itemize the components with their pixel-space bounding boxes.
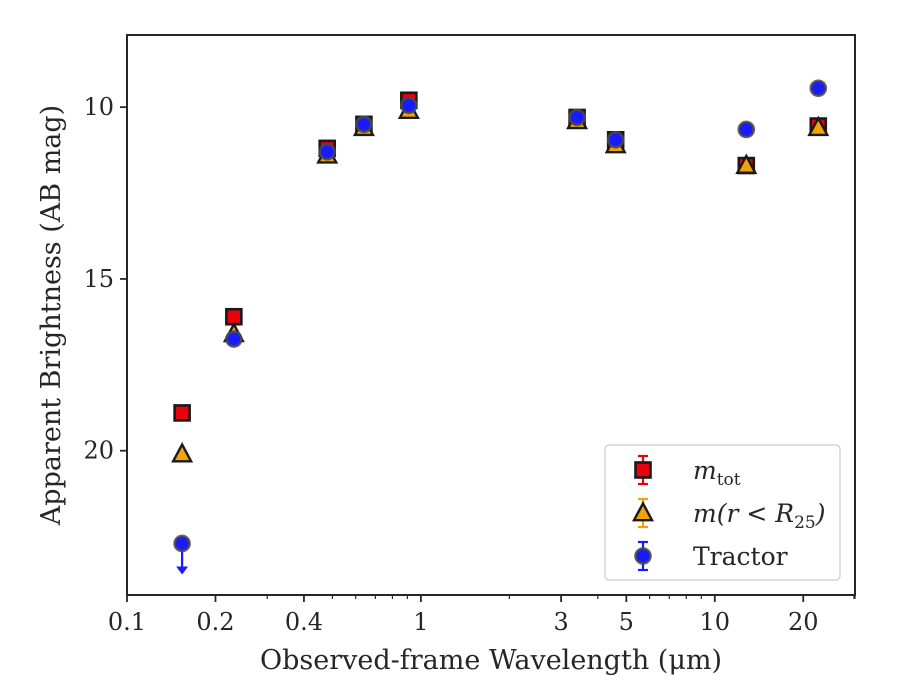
data-point — [355, 115, 373, 134]
data-point — [400, 96, 418, 115]
data-markers — [171, 79, 830, 575]
upper-limit-arrowhead — [176, 566, 189, 575]
tick-labels: 0.1 0.2 0.4 1 3 5 10 20 10 15 20 — [83, 93, 818, 636]
data-point — [173, 404, 191, 422]
data-point — [225, 330, 243, 348]
x-tick-label: 0.4 — [285, 608, 323, 636]
legend-label: mtot — [693, 456, 741, 490]
data-point — [568, 108, 586, 127]
data-point — [171, 441, 194, 463]
legend-label: Tractor — [693, 542, 788, 571]
x-tick-label: 5 — [619, 608, 634, 636]
data-point — [318, 143, 337, 161]
y-tick-label: 20 — [83, 437, 114, 465]
series-circle — [173, 79, 828, 575]
x-tick-label: 0.1 — [108, 608, 146, 636]
x-axis-label: Observed-frame Wavelength (μm) — [260, 645, 722, 676]
data-point — [807, 115, 830, 137]
x-tick-label: 0.2 — [196, 608, 234, 636]
series-triangle — [171, 98, 830, 463]
data-point — [737, 120, 756, 139]
legend: mtot m(r < R25) Tractor — [604, 444, 841, 581]
legend-marker-circle — [634, 547, 652, 565]
series-square — [173, 91, 828, 422]
y-axis-label: Apparent Brightness (AB mag) — [36, 105, 67, 526]
legend-frame — [604, 444, 841, 581]
legend-label: m(r < R25) — [693, 499, 825, 533]
legend-marker-square — [634, 461, 652, 479]
data-point — [809, 79, 828, 98]
legend-label-subscript: 25 — [794, 513, 816, 533]
x-tick-label: 1 — [413, 608, 428, 636]
data-point — [735, 153, 758, 174]
legend-label-subscript: tot — [717, 470, 741, 490]
legend-label-base: m — [693, 456, 717, 485]
x-tick-label: 3 — [553, 608, 568, 636]
legend-marker-triangle — [631, 500, 655, 522]
data-point — [606, 130, 625, 149]
data-point — [173, 534, 191, 553]
legend-label-close: ) — [815, 499, 826, 528]
y-tick-label: 10 — [83, 93, 114, 121]
plot-frame — [126, 34, 856, 596]
x-tick-label: 10 — [700, 608, 731, 636]
y-tick-label: 15 — [83, 265, 114, 293]
x-tick-label: 20 — [788, 608, 819, 636]
legend-label-base: m(r < R — [693, 499, 794, 528]
